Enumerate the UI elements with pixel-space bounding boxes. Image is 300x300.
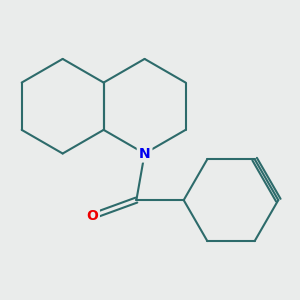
Text: N: N (139, 146, 150, 161)
Text: O: O (86, 209, 98, 223)
